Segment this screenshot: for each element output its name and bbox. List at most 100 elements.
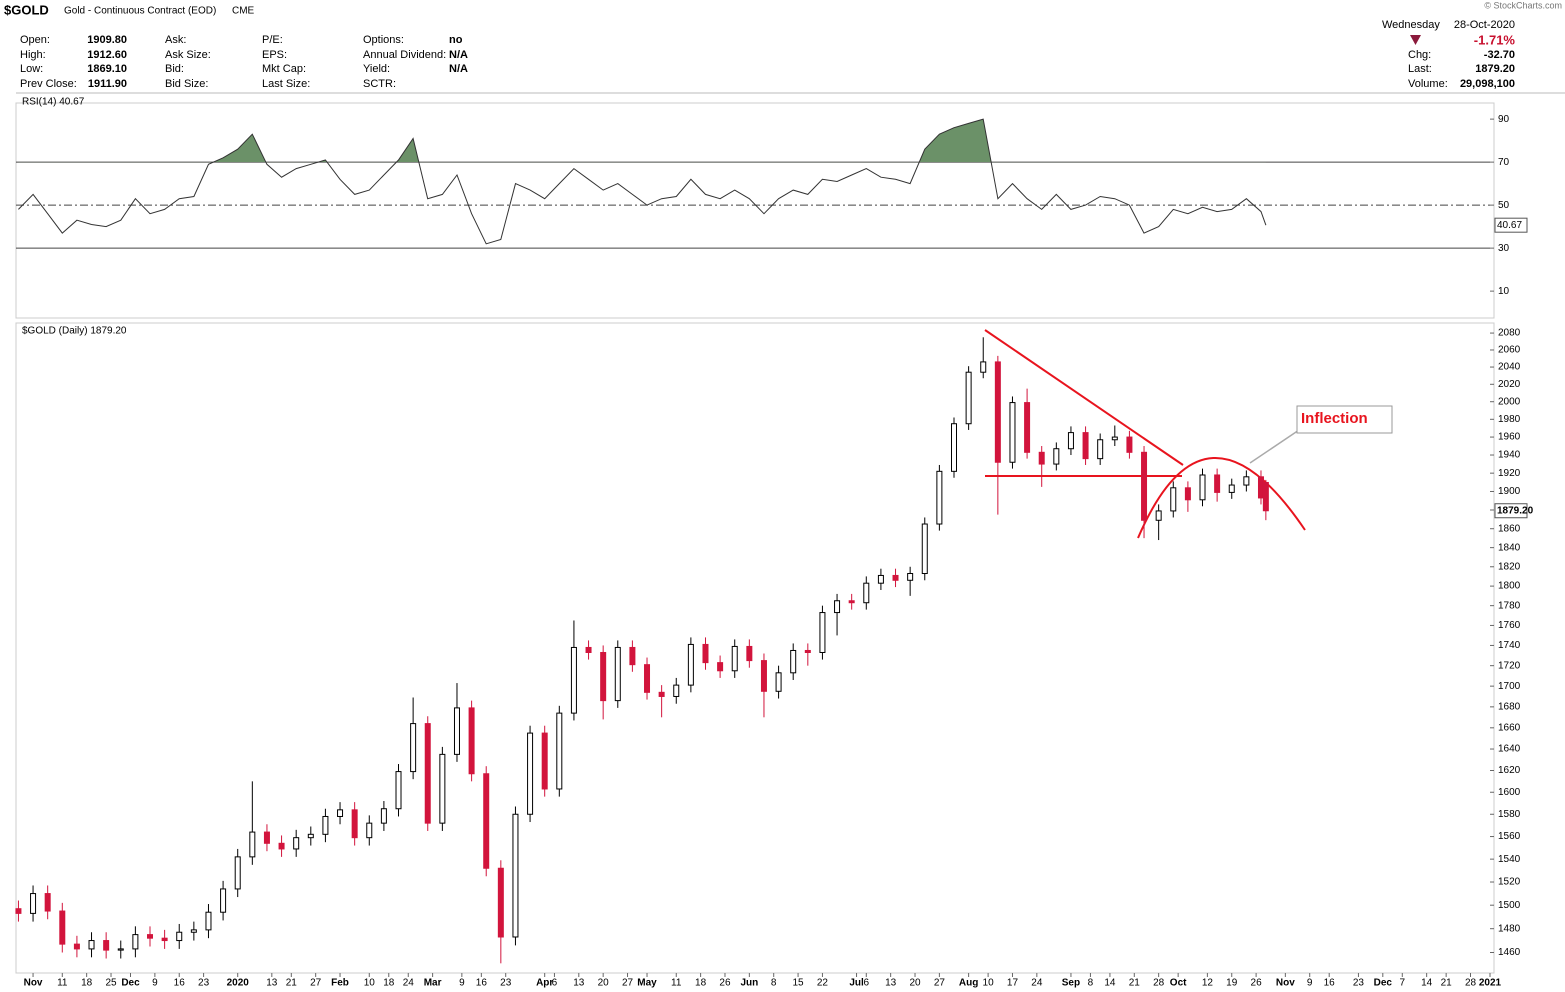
candle-body: [30, 893, 37, 914]
x-tick-label: 22: [817, 978, 829, 989]
callout-box: [1296, 405, 1393, 434]
x-tick-label: 18: [81, 978, 93, 989]
candle-body: [541, 732, 548, 790]
x-tick-label: 24: [403, 978, 415, 989]
candle-body: [1141, 451, 1148, 521]
rsi-panel: [15, 102, 1495, 319]
field-label: P/E:: [262, 34, 283, 46]
y-tick-label: 90: [1498, 114, 1510, 125]
field-value: 29,098,100: [1460, 78, 1515, 90]
x-tick-label: 9: [459, 978, 465, 989]
candle-body: [1053, 448, 1060, 465]
candle-body: [790, 649, 797, 674]
candle-body: [921, 523, 928, 575]
candle-body: [1082, 432, 1089, 460]
candle-body: [570, 646, 577, 714]
x-tick-label: Jun: [740, 978, 758, 989]
x-tick-label: Jul: [849, 978, 864, 989]
x-tick-label: Apr: [536, 978, 553, 989]
candle-body: [15, 908, 22, 914]
day: Wednesday: [1382, 19, 1440, 31]
field-value: 1911.90: [88, 78, 127, 90]
candle-body: [1257, 476, 1264, 499]
x-tick-label: 21: [286, 978, 298, 989]
y-tick-label: 1640: [1498, 744, 1521, 755]
x-tick-label: 6: [552, 978, 558, 989]
field-label: SCTR:: [363, 78, 396, 90]
y-tick-label: 1720: [1498, 660, 1521, 671]
candle-body: [717, 662, 724, 672]
last-tag-box: [1494, 503, 1528, 519]
candle-body: [337, 809, 344, 817]
candle-body: [380, 808, 387, 824]
x-tick-label: 25: [105, 978, 117, 989]
y-tick-label: 1500: [1498, 900, 1521, 911]
candle-body: [760, 660, 767, 692]
candle-body: [746, 645, 753, 662]
field-label: Options:: [363, 34, 404, 46]
candle-body: [395, 771, 402, 810]
candle-body: [263, 831, 270, 844]
field-label: Last Size:: [262, 78, 310, 90]
field-value: 1879.20: [1475, 63, 1515, 75]
field-label: Ask Size:: [165, 49, 211, 61]
y-tick-label: 1780: [1498, 600, 1521, 611]
x-tick-label: 16: [476, 978, 488, 989]
y-tick-label: 1940: [1498, 450, 1521, 461]
x-tick-label: 8: [1088, 978, 1094, 989]
candle-body: [132, 934, 139, 950]
y-tick-label: 1920: [1498, 468, 1521, 479]
y-tick-label: 2000: [1498, 396, 1521, 407]
x-tick-label: 23: [198, 978, 210, 989]
candle-body: [205, 911, 212, 931]
candle-body: [1214, 474, 1221, 493]
y-tick-label: 1680: [1498, 701, 1521, 712]
x-tick-label: 23: [500, 978, 512, 989]
y-tick-label: 1540: [1498, 854, 1521, 865]
candle-body: [366, 822, 373, 839]
candle-body: [1067, 432, 1074, 450]
field-label: Last:: [1408, 63, 1432, 75]
candle-body: [220, 888, 227, 913]
x-tick-label: 14: [1421, 978, 1433, 989]
candle-body: [1243, 476, 1250, 486]
x-tick-label: 14: [1104, 978, 1116, 989]
x-tick-label: 17: [1007, 978, 1019, 989]
y-tick-label: 1760: [1498, 620, 1521, 631]
header: $GOLD Gold - Continuous Contract (EOD) C…: [4, 0, 1562, 47]
candle-body: [848, 600, 855, 604]
candle-body: [994, 361, 1001, 463]
x-tick-label: Sep: [1062, 978, 1080, 989]
candle-body: [234, 856, 241, 890]
candle-body: [293, 837, 300, 850]
candle-body: [497, 867, 504, 938]
candle-body: [1038, 451, 1045, 465]
y-tick-label: 1480: [1498, 923, 1521, 934]
candle-body: [1126, 436, 1133, 453]
candle-body: [1262, 481, 1269, 512]
y-tick-label: 1840: [1498, 542, 1521, 553]
x-tick-label: 2021: [1479, 978, 1502, 989]
candle-body: [804, 649, 811, 653]
candle-body: [190, 929, 197, 933]
x-tick-label: 11: [671, 978, 682, 989]
candle-body: [117, 948, 124, 951]
candle-body: [512, 813, 519, 938]
y-tick-label: 1460: [1498, 947, 1521, 958]
x-tick-label: 18: [695, 978, 707, 989]
x-tick-label: 23: [1353, 978, 1365, 989]
down-triangle: [1410, 35, 1421, 45]
x-tick-label: 7: [1400, 978, 1406, 989]
y-tick-label: 1980: [1498, 414, 1521, 425]
field-label: Ask:: [165, 34, 186, 46]
y-tick-label: 1520: [1498, 877, 1521, 888]
arc-line: [1137, 457, 1306, 539]
candle-body: [73, 943, 80, 950]
field-label: Yield:: [363, 63, 390, 75]
x-tick-label: 28: [1153, 978, 1165, 989]
field-value: 1912.60: [87, 49, 127, 61]
x-tick-label: 20: [598, 978, 610, 989]
candle-body: [468, 707, 475, 775]
